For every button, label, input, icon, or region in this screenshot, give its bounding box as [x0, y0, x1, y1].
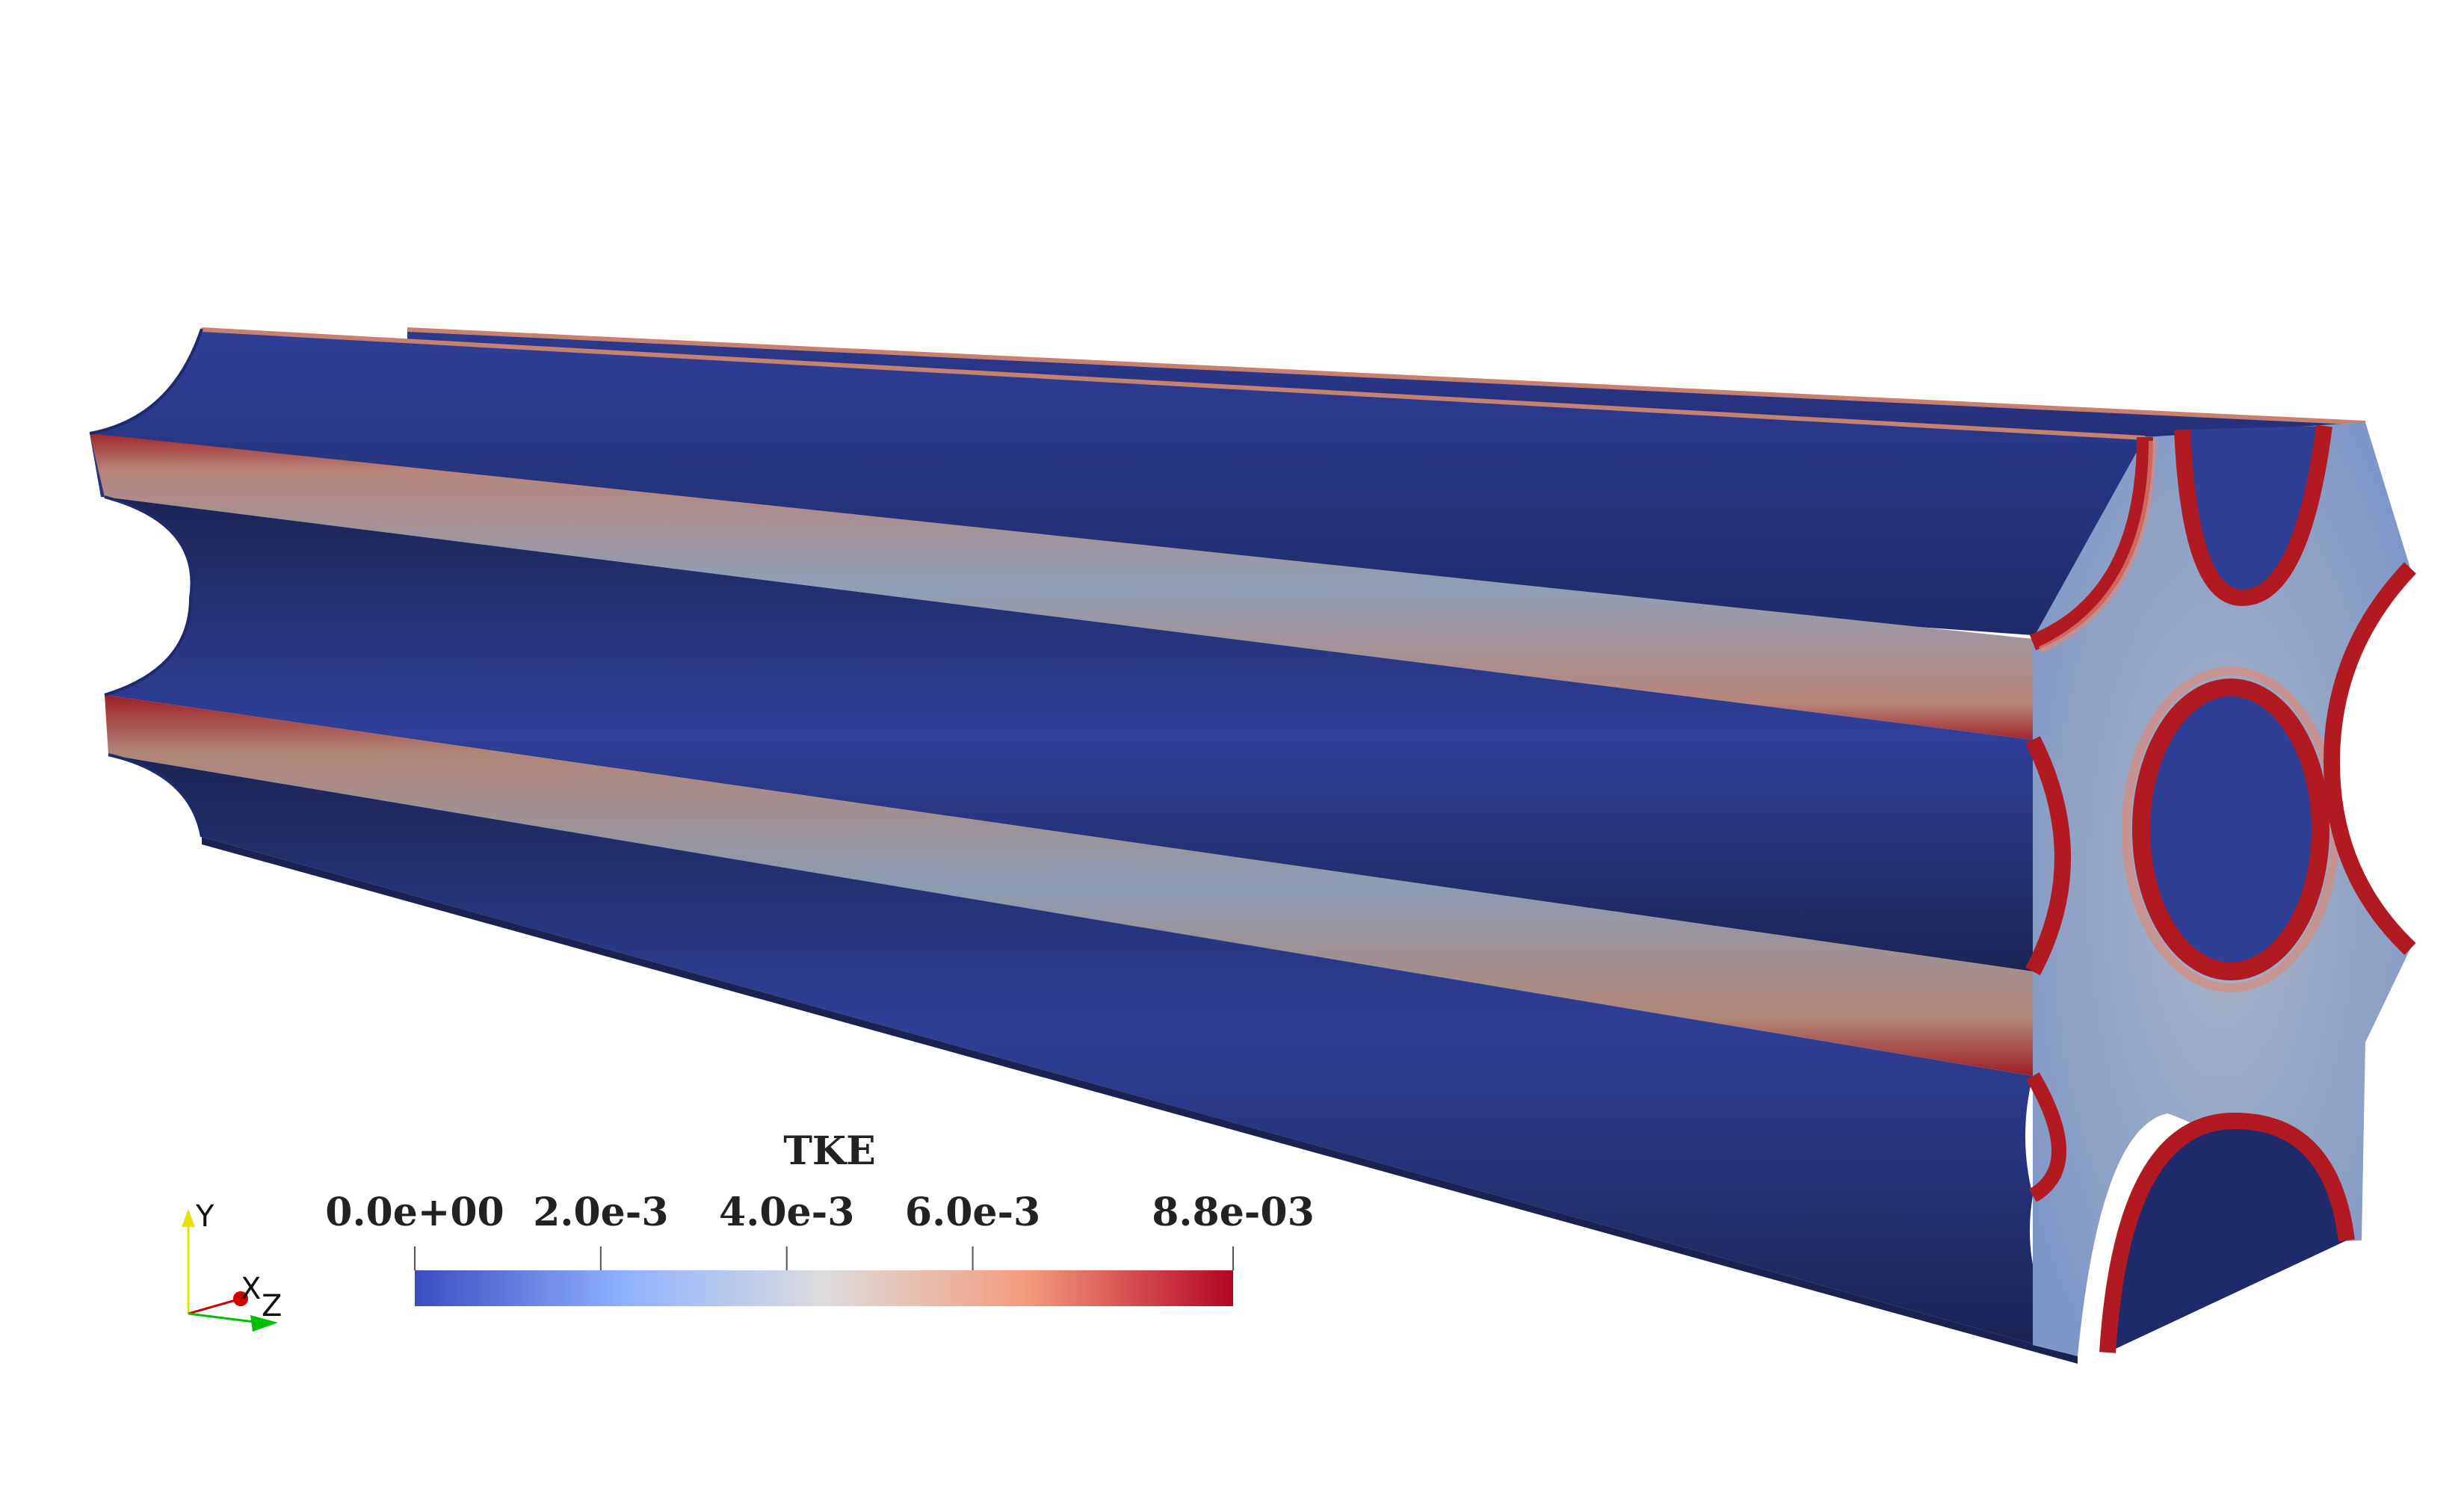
colorbar-tick-lines: [414, 1246, 1234, 1270]
colorbar-tick-label: 4.0e-3: [719, 1190, 855, 1235]
z-axis-line: [188, 1312, 261, 1324]
x-axis-line: [188, 1297, 241, 1315]
colorbar-tick-label: 2.0e-3: [533, 1190, 669, 1235]
colorbar-tick-label: 8.8e-03: [1152, 1190, 1315, 1235]
end-face: [2025, 422, 2416, 1356]
middle-channel-surface: [105, 497, 2059, 971]
colorbar-gradient: [415, 1270, 1233, 1306]
top-channel-surface: [90, 327, 2146, 635]
colorbar: [414, 1246, 1234, 1306]
z-axis-arrow: [250, 1315, 278, 1332]
z-axis-label: Z: [262, 1289, 282, 1323]
lower-strip: [105, 695, 2033, 1076]
colorbar-tick-label: 6.0e-3: [904, 1190, 1041, 1235]
left-end-profile: [89, 328, 203, 838]
colorbar-tick-label: 0.0e+00: [325, 1190, 504, 1235]
upper-strip: [90, 433, 2033, 740]
x-axis-label: X: [241, 1272, 262, 1306]
y-axis-arrow: [182, 1209, 195, 1227]
bottom-channel-surface: [108, 755, 2078, 1364]
colorbar-title: TKE: [783, 1128, 876, 1174]
y-axis-label: Y: [196, 1199, 214, 1234]
back-wall: [407, 327, 2366, 448]
x-axis-arrow: [233, 1291, 248, 1306]
orientation-axes: [182, 1209, 278, 1332]
